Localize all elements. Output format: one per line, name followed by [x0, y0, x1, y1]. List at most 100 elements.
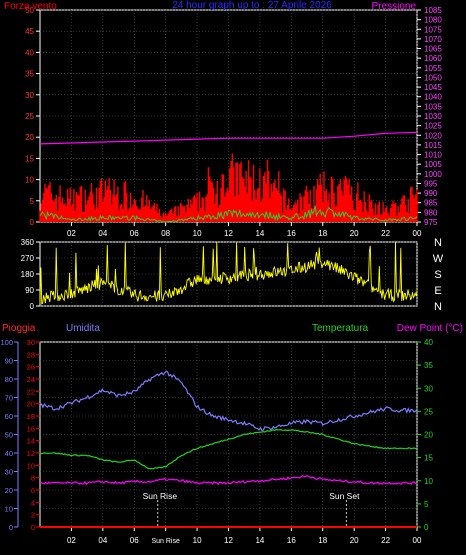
- rain-humidity-temp-series: [39, 370, 418, 528]
- x-tick-label: 00: [413, 536, 422, 545]
- pressure-y-tick-label: 1055: [424, 64, 442, 73]
- pressure-y-tick-label: 1025: [424, 122, 442, 131]
- x-tick-label: 20: [350, 229, 359, 238]
- rain-y-tick-label: 6: [31, 486, 35, 495]
- direction-y-tick-label: 180: [21, 270, 35, 279]
- rain-humidity-temp-grid: [40, 341, 418, 528]
- wind-y-tick-label: 30: [25, 91, 34, 100]
- wind-axis-title: Forza vento: [4, 1, 57, 12]
- humidity-y-tick-label: 10: [5, 505, 13, 514]
- pressure-line: [39, 131, 418, 145]
- wind-y-tick-label: 40: [25, 48, 34, 57]
- wind-y-tick-label: 5: [30, 197, 35, 206]
- wind-gust-bars: [39, 153, 418, 222]
- x-tick-label: 22: [381, 229, 390, 238]
- rain-y-tick-label: 4: [31, 498, 35, 507]
- rain-y-tick-label: 8: [31, 474, 35, 483]
- compass-label: S: [434, 269, 441, 281]
- pressure-y-tick-label: 1035: [424, 102, 442, 111]
- pressure-y-tick-label: 1080: [424, 16, 442, 25]
- wind-direction-y-ticks: 0 90 180 270 360: [21, 238, 40, 311]
- x-tick-label: 06: [130, 536, 139, 545]
- dewpoint-axis-title: Dew Point (°C): [397, 323, 463, 334]
- x-tick-label: 08: [161, 229, 170, 238]
- humidity-y-tick-label: 50: [5, 431, 13, 440]
- sun-set-label: Sun Set: [329, 491, 360, 501]
- temperature-y-ticks: 0 5 10 15 20 25 30 35 40: [417, 338, 433, 532]
- rain-y-tick-label: 12: [27, 449, 35, 458]
- humidity-y-tick-label: 0: [9, 523, 13, 532]
- dewpoint-line: [39, 474, 418, 486]
- rain-y-tick-label: 26: [27, 363, 35, 372]
- pressure-y-tick-label: 1065: [424, 45, 442, 54]
- x-tick-label: 12: [224, 536, 233, 545]
- wind-y-tick-label: 45: [25, 27, 34, 36]
- wind-y-tick-label: 25: [25, 112, 34, 121]
- rain-y-tick-label: 2: [31, 511, 35, 520]
- humidity-line: [39, 370, 418, 432]
- x-tick-label: 14: [255, 229, 264, 238]
- wind-y-tick-label: 50: [25, 6, 34, 15]
- temperature-y-tick-label: 30: [424, 384, 433, 393]
- x-tick-label: 16: [287, 229, 296, 238]
- wind-x-ticks: 02 04 06 08 10 12 14 16 18 20 22 00: [67, 222, 422, 238]
- wind-direction-series: [39, 242, 418, 305]
- temperature-y-tick-label: 40: [424, 338, 433, 347]
- rain-y-tick-label: 0: [31, 523, 35, 532]
- pressure-y-tick-label: 990: [424, 189, 438, 198]
- pressure-axis-title: Pressione: [372, 1, 417, 12]
- x-tick-label: 06: [130, 229, 139, 238]
- pressure-y-tick-label: 1075: [424, 25, 442, 34]
- x-tick-label: 02: [67, 229, 76, 238]
- wind-average-line: [39, 205, 418, 223]
- pressure-y-tick-label: 1070: [424, 35, 442, 44]
- humidity-y-tick-label: 30: [5, 468, 13, 477]
- wind-series: [39, 153, 418, 223]
- humidity-y-tick-label: 40: [5, 449, 13, 458]
- sun-markers: Sun Rise Sun Set: [143, 491, 360, 527]
- humidity-y-tick-label: 90: [5, 357, 13, 366]
- wind-y-tick-label: 10: [25, 176, 34, 185]
- sun-rise-label: Sun Rise: [143, 491, 178, 501]
- pressure-y-tick-label: 1000: [424, 170, 442, 179]
- x-tick-label: 00: [413, 229, 422, 238]
- direction-y-tick-label: 90: [25, 286, 34, 295]
- pressure-y-ticks: 9759809859909951000100510101015102010251…: [417, 6, 442, 227]
- pressure-y-tick-label: 975: [424, 218, 438, 227]
- direction-y-tick-label: 360: [21, 238, 35, 247]
- rain-y-tick-label: 24: [27, 375, 35, 384]
- humidity-y-tick-label: 60: [5, 412, 13, 421]
- x-tick-label: 16: [287, 536, 296, 545]
- wind-speed-y-ticks: 0 5 10 15 20 25 30 35 40 45 50: [25, 6, 40, 227]
- compass-label: N: [434, 301, 442, 313]
- rain-axis-title: Pioggia: [2, 323, 36, 334]
- temperature-y-tick-label: 0: [424, 523, 429, 532]
- pressure-y-tick-label: 1005: [424, 160, 442, 169]
- temperature-y-tick-label: 10: [424, 477, 433, 486]
- temperature-y-tick-label: 15: [424, 454, 433, 463]
- compass-label: N: [434, 237, 442, 249]
- x-tick-label: 04: [98, 229, 107, 238]
- rain-y-tick-label: 22: [27, 387, 35, 396]
- pressure-y-tick-label: 1030: [424, 112, 442, 121]
- direction-y-tick-label: 270: [21, 254, 35, 263]
- pressure-y-tick-label: 1045: [424, 83, 442, 92]
- x-tick-label: 10: [193, 536, 202, 545]
- x-tick-label: 04: [98, 536, 107, 545]
- compass-label: W: [433, 253, 444, 265]
- x-tick-label: 14: [255, 536, 264, 545]
- x-tick-label: 02: [67, 536, 76, 545]
- wind-direction-line: [39, 242, 418, 305]
- humidity-y-tick-label: 20: [5, 486, 13, 495]
- x-tick-label: 10: [193, 229, 202, 238]
- humidity-y-ticks: 0 10 20 30 40 50 60 70 80 90 100: [0, 338, 19, 532]
- x-tick-label: 20: [350, 536, 359, 545]
- pressure-y-tick-label: 1050: [424, 73, 442, 82]
- humidity-y-tick-label: 80: [5, 375, 13, 384]
- direction-y-tick-label: 0: [30, 302, 35, 311]
- pressure-y-tick-label: 985: [424, 199, 438, 208]
